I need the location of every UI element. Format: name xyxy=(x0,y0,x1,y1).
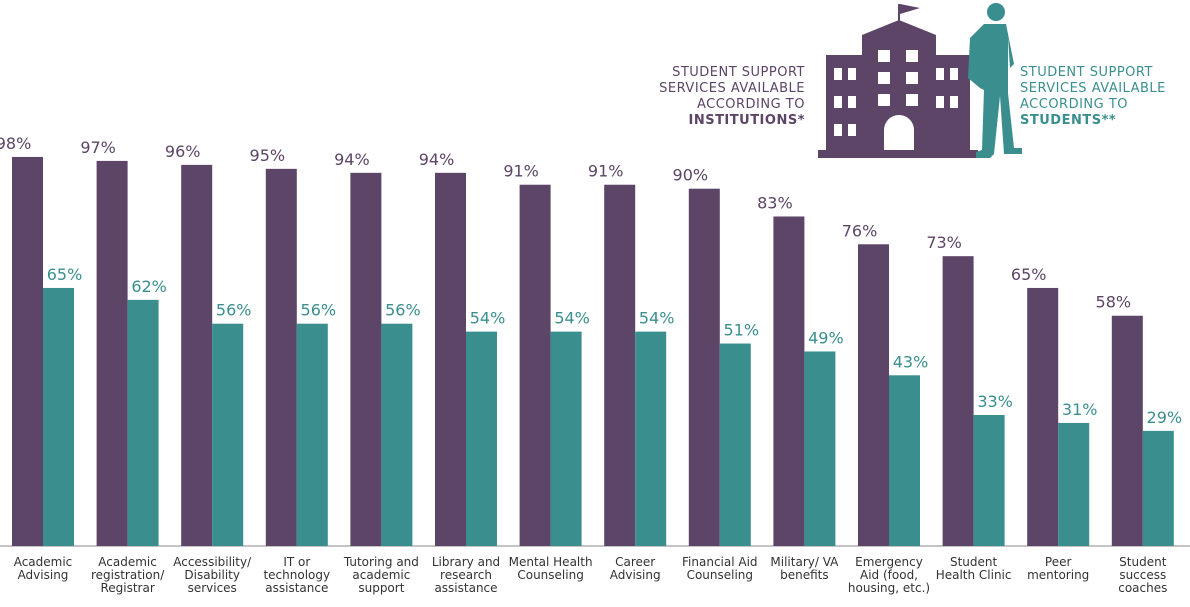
bar xyxy=(943,256,974,546)
value-label: 62% xyxy=(131,277,167,296)
bar xyxy=(889,375,920,546)
value-label: 94% xyxy=(334,150,370,169)
bar xyxy=(466,332,497,546)
value-label: 90% xyxy=(673,166,709,185)
bar xyxy=(804,351,835,546)
bar xyxy=(381,324,412,546)
x-tick-label: Academic registration/ Registrar xyxy=(85,556,171,595)
value-label: 95% xyxy=(250,146,286,165)
x-tick-label: Accessibility/ Disability services xyxy=(169,556,255,595)
x-tick-label: Student Health Clinic xyxy=(931,556,1017,582)
value-label: 54% xyxy=(470,309,506,328)
bar xyxy=(97,161,128,546)
bar xyxy=(1112,316,1143,546)
value-label: 56% xyxy=(385,301,421,320)
value-label: 33% xyxy=(977,392,1013,411)
value-label: 54% xyxy=(554,309,590,328)
value-label: 76% xyxy=(842,221,878,240)
x-tick-label: Peer mentoring xyxy=(1015,556,1101,582)
value-label: 58% xyxy=(1096,293,1132,312)
page: 98% 65% 97% 62% 96% 56% 95% 56% 94% 56% 94% 54% 91% 5… xyxy=(0,0,1190,607)
value-label: 43% xyxy=(893,352,929,371)
value-label: 65% xyxy=(1011,265,1047,284)
value-label: 98% xyxy=(0,134,31,153)
legend-entry: STUDENT SUPPORT SERVICES AVAILABLE ACCOR… xyxy=(1020,65,1180,129)
value-label: 94% xyxy=(419,150,455,169)
bar xyxy=(1143,431,1174,546)
student-icon xyxy=(968,3,1022,158)
bar xyxy=(297,324,328,546)
bar xyxy=(551,332,582,546)
bar xyxy=(635,332,666,546)
x-tick-label: Emergency Aid (food, housing, etc.) xyxy=(846,556,932,595)
value-label: 97% xyxy=(80,138,116,157)
value-label: 51% xyxy=(724,321,760,340)
x-tick-label: Military/ VA benefits xyxy=(761,556,847,582)
x-tick-label: IT or technology assistance xyxy=(254,556,340,595)
value-label: 96% xyxy=(165,142,201,161)
value-label: 31% xyxy=(1062,400,1098,419)
x-tick-label: Tutoring and academic support xyxy=(338,556,424,595)
bar xyxy=(773,216,804,546)
value-label: 83% xyxy=(757,193,793,212)
value-label: 56% xyxy=(216,301,252,320)
bar xyxy=(435,173,466,546)
value-label: 91% xyxy=(588,162,624,181)
x-tick-label: Student success coaches xyxy=(1100,556,1186,595)
bar xyxy=(604,185,635,546)
x-tick-label: Career Advising xyxy=(592,556,678,582)
bar xyxy=(974,415,1005,546)
x-tick-label: Financial Aid Counseling xyxy=(677,556,763,582)
value-label: 73% xyxy=(926,233,962,252)
value-label: 29% xyxy=(1147,408,1183,427)
x-tick-label: Library and research assistance xyxy=(423,556,509,595)
bar xyxy=(689,189,720,546)
bar xyxy=(1027,288,1058,546)
bar xyxy=(43,288,74,546)
chart: 98% 65% 97% 62% 96% 56% 95% 56% 94% 56% 94% 54% 91% 5… xyxy=(0,0,1190,607)
bar xyxy=(212,324,243,546)
bar xyxy=(181,165,212,546)
bar xyxy=(858,244,889,546)
legend-entry: STUDENT SUPPORT SERVICES AVAILABLE ACCOR… xyxy=(645,65,805,129)
value-label: 65% xyxy=(47,265,83,284)
x-tick-label: Academic Advising xyxy=(0,556,86,582)
bar xyxy=(266,169,297,546)
bar xyxy=(1058,423,1089,546)
bar xyxy=(350,173,381,546)
value-label: 49% xyxy=(808,328,844,347)
x-tick-label: Mental Health Counseling xyxy=(508,556,594,582)
bar xyxy=(520,185,551,546)
value-label: 56% xyxy=(301,301,337,320)
bar xyxy=(720,344,751,546)
value-label: 54% xyxy=(639,309,675,328)
value-label: 91% xyxy=(503,162,539,181)
bar xyxy=(12,157,43,546)
bar xyxy=(128,300,159,546)
